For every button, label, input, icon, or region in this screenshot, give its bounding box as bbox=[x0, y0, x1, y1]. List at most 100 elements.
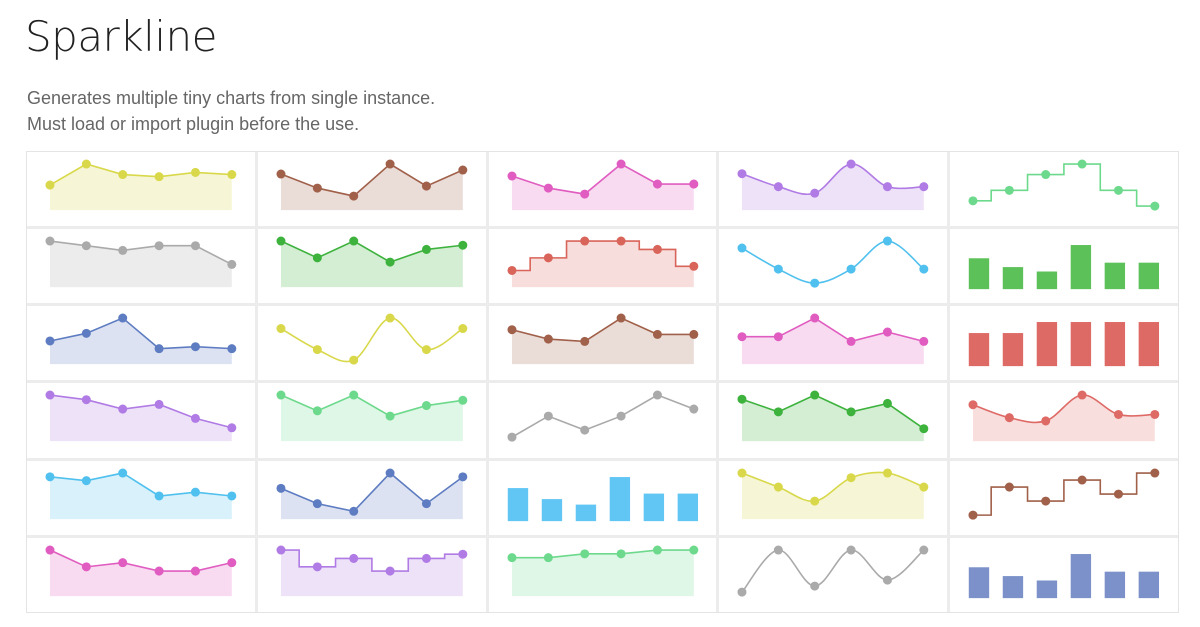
data-point bbox=[227, 557, 237, 567]
data-point bbox=[737, 243, 747, 253]
data-point bbox=[190, 167, 200, 177]
data-point bbox=[919, 424, 929, 434]
data-point bbox=[81, 159, 91, 169]
sparkline-5 bbox=[950, 152, 1178, 227]
sparkline-24 bbox=[719, 460, 948, 535]
data-point bbox=[1077, 159, 1087, 169]
data-point bbox=[349, 236, 359, 246]
data-point bbox=[154, 344, 164, 354]
data-point bbox=[312, 562, 322, 572]
data-point bbox=[1041, 170, 1051, 180]
data-point bbox=[507, 433, 517, 443]
sparkline-6 bbox=[27, 229, 255, 304]
data-point bbox=[118, 557, 128, 567]
area-fill bbox=[511, 318, 694, 365]
data-point bbox=[385, 412, 395, 422]
bar bbox=[575, 504, 596, 521]
sparkline-19-svg bbox=[737, 391, 929, 442]
data-point bbox=[45, 180, 55, 190]
sparkline-22 bbox=[257, 460, 486, 535]
data-point bbox=[810, 581, 820, 591]
bar bbox=[1070, 322, 1092, 367]
description-line-2: Must load or import plugin before the us… bbox=[27, 114, 360, 134]
sparkline-1-svg bbox=[45, 159, 237, 211]
data-point bbox=[276, 545, 286, 555]
series-line bbox=[511, 240, 694, 272]
sparkline-6-svg bbox=[45, 236, 237, 288]
data-point bbox=[846, 472, 856, 482]
data-point bbox=[458, 240, 468, 250]
data-point bbox=[81, 329, 91, 339]
sparkline-19 bbox=[719, 383, 948, 458]
sparkline-29-svg bbox=[737, 545, 929, 597]
data-point bbox=[507, 325, 517, 335]
series-line bbox=[742, 394, 925, 430]
data-point bbox=[227, 423, 237, 433]
data-point bbox=[276, 324, 286, 334]
area-fill bbox=[49, 395, 232, 442]
sparkline-29 bbox=[719, 537, 948, 612]
data-point bbox=[118, 246, 128, 256]
sparkline-27 bbox=[257, 537, 486, 612]
data-point bbox=[919, 264, 929, 274]
sparkline-26 bbox=[27, 537, 255, 612]
bar bbox=[968, 567, 990, 598]
sparkline-30-svg bbox=[968, 553, 1160, 598]
sparkline-14 bbox=[719, 306, 948, 381]
data-point bbox=[312, 345, 322, 355]
data-point bbox=[190, 414, 200, 424]
area-fill bbox=[49, 164, 232, 211]
data-point bbox=[1041, 416, 1051, 426]
data-point bbox=[385, 468, 395, 478]
data-point bbox=[81, 395, 91, 405]
data-point bbox=[81, 475, 91, 485]
sparkline-14-svg bbox=[737, 313, 929, 365]
data-point bbox=[968, 400, 978, 410]
data-point bbox=[774, 332, 784, 342]
data-point bbox=[312, 253, 322, 263]
bar bbox=[1104, 571, 1126, 598]
sparkline-15-svg bbox=[968, 322, 1160, 367]
sparkline-15 bbox=[950, 306, 1178, 381]
sparkline-30 bbox=[950, 537, 1178, 612]
data-point bbox=[688, 330, 698, 340]
data-point bbox=[1114, 185, 1124, 195]
data-point bbox=[810, 496, 820, 506]
data-point bbox=[543, 253, 553, 263]
series-line bbox=[280, 163, 463, 197]
bar bbox=[1070, 553, 1092, 598]
area-fill bbox=[511, 241, 694, 288]
data-point bbox=[421, 181, 431, 191]
sparkline-1 bbox=[27, 152, 255, 227]
data-point bbox=[1114, 489, 1124, 499]
data-point bbox=[616, 549, 626, 559]
sparkline-20 bbox=[950, 383, 1178, 458]
area-fill bbox=[742, 472, 925, 519]
bar bbox=[1002, 267, 1024, 290]
data-point bbox=[652, 545, 662, 555]
sparkline-2-svg bbox=[276, 159, 468, 211]
data-point bbox=[1150, 410, 1160, 420]
area-fill bbox=[49, 241, 232, 288]
data-point bbox=[118, 313, 128, 323]
series-line bbox=[973, 471, 1156, 516]
data-point bbox=[883, 575, 893, 585]
data-point bbox=[1041, 496, 1051, 506]
data-point bbox=[652, 179, 662, 189]
data-point bbox=[1077, 475, 1087, 485]
bar bbox=[968, 333, 990, 367]
data-point bbox=[312, 498, 322, 508]
area-fill bbox=[742, 163, 925, 211]
data-point bbox=[737, 395, 747, 405]
data-point bbox=[919, 545, 929, 555]
data-point bbox=[968, 510, 978, 520]
data-point bbox=[385, 159, 395, 169]
data-point bbox=[968, 196, 978, 206]
sparkline-28-svg bbox=[507, 545, 698, 596]
series-line bbox=[49, 549, 232, 572]
data-point bbox=[737, 587, 747, 597]
data-point bbox=[45, 545, 55, 555]
data-point bbox=[1077, 391, 1087, 401]
sparkline-21 bbox=[27, 460, 255, 535]
data-point bbox=[919, 182, 929, 192]
